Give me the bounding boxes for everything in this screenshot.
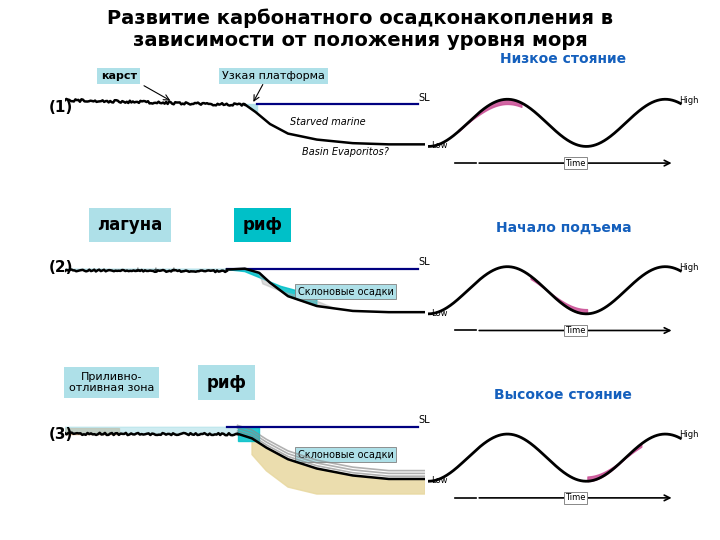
Polygon shape	[65, 427, 238, 435]
Text: Low: Low	[431, 308, 448, 318]
Text: (3): (3)	[49, 427, 73, 442]
Text: (2): (2)	[49, 260, 73, 275]
Polygon shape	[238, 427, 259, 441]
Text: Basin Evaporitos?: Basin Evaporitos?	[302, 146, 389, 157]
Text: SL: SL	[418, 415, 430, 425]
Text: Low: Low	[431, 476, 448, 485]
Polygon shape	[227, 268, 317, 306]
Text: (1): (1)	[49, 100, 73, 116]
Text: карст: карст	[101, 71, 137, 81]
Text: Узкая платформа: Узкая платформа	[222, 71, 325, 81]
Text: +: +	[170, 267, 176, 273]
Text: Начало подъема: Начало подъема	[495, 221, 631, 235]
Text: High: High	[679, 430, 698, 440]
Text: Starved marine: Starved marine	[289, 117, 366, 126]
Text: Time: Time	[565, 494, 585, 502]
Text: Склоновые осадки: Склоновые осадки	[297, 286, 394, 296]
Text: High: High	[679, 96, 698, 105]
Text: Low: Low	[431, 141, 448, 150]
Polygon shape	[65, 269, 227, 272]
Text: SL: SL	[418, 257, 430, 267]
Polygon shape	[245, 104, 257, 113]
Text: Развитие карбонатного осадконакопления в
зависимости от положения уровня моря: Развитие карбонатного осадконакопления в…	[107, 8, 613, 50]
Text: риф: риф	[207, 374, 247, 391]
Text: High: High	[679, 263, 698, 272]
Text: Низкое стояние: Низкое стояние	[500, 52, 626, 66]
Text: Time: Time	[565, 159, 585, 167]
Text: +: +	[152, 267, 158, 273]
Text: Высокое стояние: Высокое стояние	[495, 388, 632, 402]
Polygon shape	[259, 273, 335, 308]
Polygon shape	[65, 428, 119, 434]
Text: Склоновые осадки: Склоновые осадки	[297, 450, 394, 460]
Text: риф: риф	[243, 216, 283, 234]
Text: Time: Time	[565, 326, 585, 335]
Text: +: +	[134, 267, 140, 273]
Text: лагуна: лагуна	[97, 216, 162, 234]
Text: Приливно-
отливная зона: Приливно- отливная зона	[69, 372, 154, 394]
Text: SL: SL	[418, 93, 430, 104]
Polygon shape	[252, 438, 425, 494]
